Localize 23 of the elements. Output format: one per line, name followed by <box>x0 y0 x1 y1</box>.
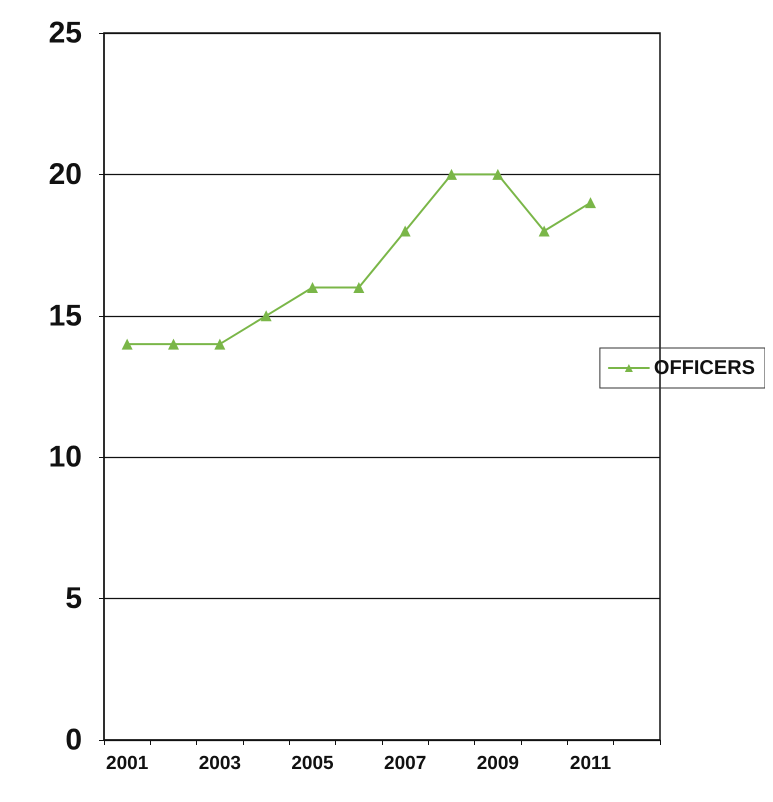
x-tick-label: 2009 <box>476 753 519 774</box>
point <box>122 338 133 350</box>
y-tick-label: 5 <box>65 582 82 616</box>
point <box>400 225 411 236</box>
x-tick-label: 2011 <box>570 753 612 774</box>
x-tick-label: 2001 <box>106 753 149 774</box>
point <box>353 282 364 294</box>
point <box>446 168 457 180</box>
point <box>492 168 504 180</box>
y-tick-label: 15 <box>48 299 82 332</box>
y-tick-label: 20 <box>48 158 82 191</box>
y-tick-label: 10 <box>48 440 82 474</box>
point <box>260 310 272 322</box>
y-tick-label: 25 <box>48 16 82 50</box>
point <box>214 338 226 350</box>
y-tick-label: 0 <box>65 724 82 756</box>
point <box>538 225 550 236</box>
point <box>168 338 179 350</box>
x-tick-label: 2003 <box>198 753 241 774</box>
x-tick-label: 2007 <box>384 753 426 774</box>
x-tick-label: 2005 <box>291 753 334 774</box>
point <box>585 197 596 208</box>
point <box>307 282 318 294</box>
